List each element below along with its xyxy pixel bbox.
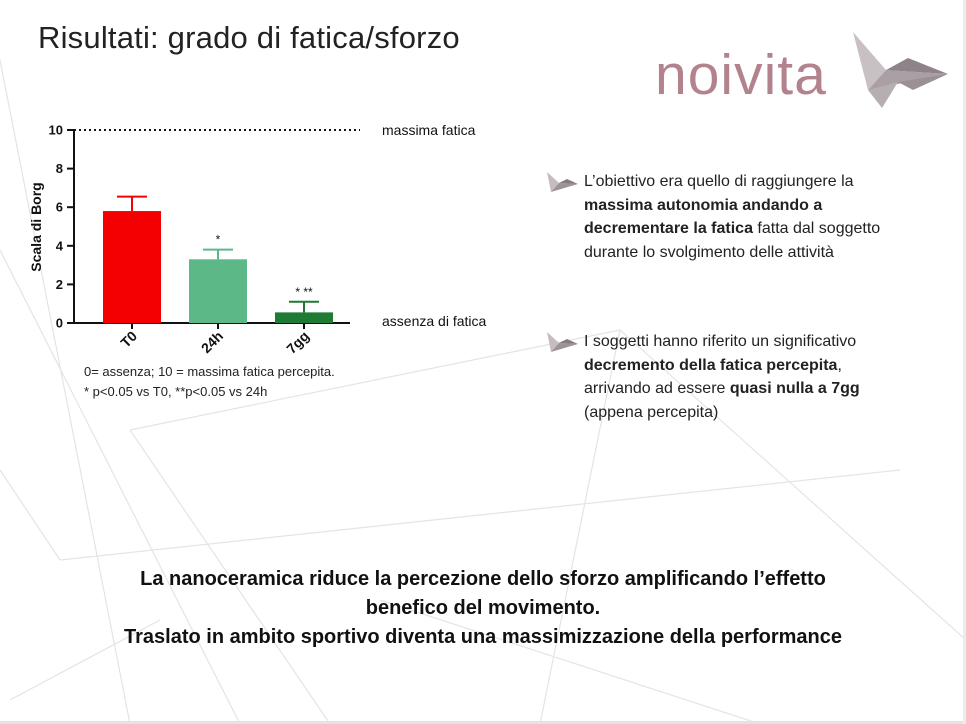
bar-chart: Scala di Borg 0 2 4 6 8 10 massima fatica assen… bbox=[28, 122, 486, 357]
significance-marker: * bbox=[216, 233, 221, 247]
bullet-text: I soggetti hanno riferito un significati… bbox=[584, 333, 857, 350]
origami-bird-icon bbox=[853, 32, 948, 108]
bullet-objective-text: L’obiettivo era quello di raggiungere la… bbox=[584, 170, 905, 264]
chart-note-scale: 0= assenza; 10 = massima fatica percepit… bbox=[84, 364, 335, 379]
conclusion-line-3: Traslato in ambito sportivo diventa una … bbox=[124, 626, 842, 648]
bullet-text: (appena percepita) bbox=[584, 403, 719, 421]
bar-24h bbox=[189, 259, 247, 323]
conclusion-line-2: benefico del movimento. bbox=[365, 597, 601, 619]
bullet-results-text: I soggetti hanno riferito un significati… bbox=[584, 330, 905, 424]
chart-note-significance: * p<0.05 vs T0, **p<0.05 vs 24h bbox=[84, 384, 268, 399]
y-axis-label: Scala di Borg bbox=[28, 182, 44, 271]
y-tick-label: 2 bbox=[56, 277, 63, 292]
y-tick-label: 4 bbox=[56, 238, 64, 253]
bar-T0 bbox=[103, 211, 161, 323]
y-tick-label: 6 bbox=[56, 200, 63, 215]
origami-bird-arrow-icon bbox=[547, 332, 578, 352]
bullet-text: , arrivando ad essere bbox=[584, 356, 842, 398]
conclusion-line-1: La nanoceramica riduce la percezione del… bbox=[140, 568, 826, 590]
y-tick-label: 8 bbox=[56, 161, 63, 176]
bullet-emphasis: quasi nulla a 7gg bbox=[729, 380, 860, 397]
bullet-emphasis: decremento della fatica percepita bbox=[584, 356, 838, 374]
x-tick-label: 7gg bbox=[283, 328, 312, 357]
slide-border-right bbox=[963, 0, 966, 724]
x-tick-label: 24h bbox=[198, 328, 226, 356]
bullet-objective: L’obiettivo era quello di raggiungere la… bbox=[545, 170, 905, 264]
bullet-results: I soggetti hanno riferito un significati… bbox=[545, 330, 905, 424]
bullet-text: L’obiettivo era quello di raggiungere la bbox=[584, 173, 854, 190]
significance-marker: * ** bbox=[295, 285, 313, 299]
bullet-emphasis: massima autonomia andando a decrementare… bbox=[584, 196, 823, 238]
bullet-text: fatta dal soggetto durante lo svolgiment… bbox=[584, 220, 881, 261]
bar-7gg bbox=[275, 312, 333, 323]
logo-text: noivita bbox=[655, 43, 827, 107]
reference-line-label: assenza di fatica bbox=[382, 313, 486, 329]
slide-border-bottom bbox=[0, 721, 966, 724]
reference-line-label: massima fatica bbox=[382, 122, 476, 138]
slide-title: Risultati: grado di fatica/sforzo bbox=[38, 20, 460, 55]
x-tick-label: T0 bbox=[117, 328, 140, 351]
y-tick-label: 10 bbox=[49, 123, 63, 138]
origami-bird-arrow-icon bbox=[547, 172, 578, 192]
y-tick-label: 0 bbox=[56, 316, 63, 331]
